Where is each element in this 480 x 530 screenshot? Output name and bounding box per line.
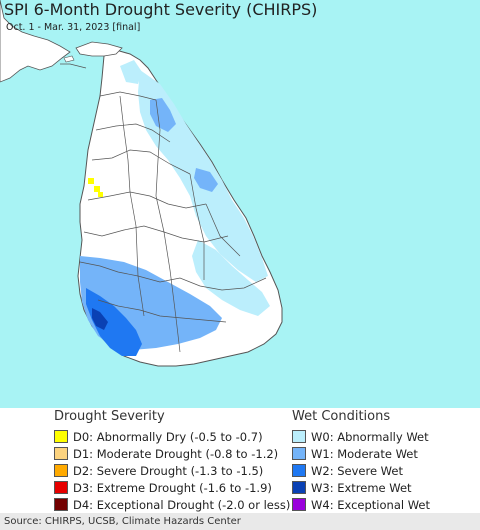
w0-north	[120, 60, 142, 84]
legend-label-d1: D1: Moderate Drought (-0.8 to -1.2)	[73, 446, 279, 461]
swatch-d4	[54, 498, 68, 511]
swatch-d1	[54, 447, 68, 460]
swatch-w3	[292, 481, 306, 494]
legend-label-d2: D2: Severe Drought (-1.3 to -1.5)	[73, 463, 264, 478]
swatch-w1	[292, 447, 306, 460]
legend-item-w3: W3: Extreme Wet	[292, 479, 478, 496]
legend-label-w0: W0: Abnormally Wet	[311, 429, 429, 444]
legend-item-w1: W1: Moderate Wet	[292, 445, 478, 462]
legend-label-w3: W3: Extreme Wet	[311, 480, 412, 495]
adams-bridge	[60, 63, 87, 69]
legend-label-d0: D0: Abnormally Dry (-0.5 to -0.7)	[73, 429, 263, 444]
india-landmass	[0, 0, 71, 83]
w2-patches	[86, 288, 142, 356]
legend-label-w4: W4: Exceptional Wet	[311, 497, 430, 512]
swatch-w0	[292, 430, 306, 443]
legend-item-d0: D0: Abnormally Dry (-0.5 to -0.7)	[54, 428, 284, 445]
legend-item-w2: W2: Severe Wet	[292, 462, 478, 479]
wet-legend: Wet Conditions W0: Abnormally Wet W1: Mo…	[292, 408, 478, 513]
jaffna-peninsula	[75, 41, 123, 57]
legend-item-d1: D1: Moderate Drought (-0.8 to -1.2)	[54, 445, 284, 462]
islet-west	[63, 55, 75, 63]
swatch-w2	[292, 464, 306, 477]
w1-northeast-strip	[150, 98, 176, 132]
w3-patches	[92, 308, 108, 330]
drought-legend: Drought Severity D0: Abnormally Dry (-0.…	[54, 408, 290, 513]
legend-item-d4: D4: Exceptional Drought (-2.0 or less)	[54, 496, 290, 513]
w3-southwest-coast	[92, 308, 108, 330]
legend-item-d3: D3: Extreme Drought (-1.6 to -1.9)	[54, 479, 284, 496]
legend-item-w4: W4: Exceptional Wet	[292, 496, 478, 513]
drought-legend-heading: Drought Severity	[54, 409, 165, 424]
w2-southwest	[86, 288, 142, 356]
swatch-d2	[54, 464, 68, 477]
wet-legend-heading: Wet Conditions	[292, 409, 391, 424]
d0-patches	[88, 178, 103, 197]
w1-trinco	[194, 168, 218, 192]
map-title: SPI 6-Month Drought Severity (CHIRPS)	[4, 0, 318, 19]
legend-item-d2: D2: Severe Drought (-1.3 to -1.5)	[54, 462, 284, 479]
district-boundaries	[79, 91, 267, 353]
swatch-w4	[292, 498, 306, 511]
swatch-d0	[54, 430, 68, 443]
legend-item-w0: W0: Abnormally Wet	[292, 428, 478, 445]
d0-patch-1	[88, 178, 94, 184]
legend-label-w1: W1: Moderate Wet	[311, 446, 418, 461]
legend-label-w2: W2: Severe Wet	[311, 463, 403, 478]
map-subtitle: Oct. 1 - Mar. 31, 2023 [final]	[6, 22, 141, 33]
w0-central-east	[192, 240, 270, 316]
source-credit: Source: CHIRPS, UCSB, Climate Hazards Ce…	[0, 513, 480, 530]
drought-map	[0, 0, 480, 408]
legend-label-d4: D4: Exceptional Drought (-2.0 or less)	[73, 497, 291, 512]
swatch-d3	[54, 481, 68, 494]
d0-patch-2	[94, 186, 100, 192]
legend-label-d3: D3: Extreme Drought (-1.6 to -1.9)	[73, 480, 272, 495]
d0-patch-3	[98, 192, 103, 197]
